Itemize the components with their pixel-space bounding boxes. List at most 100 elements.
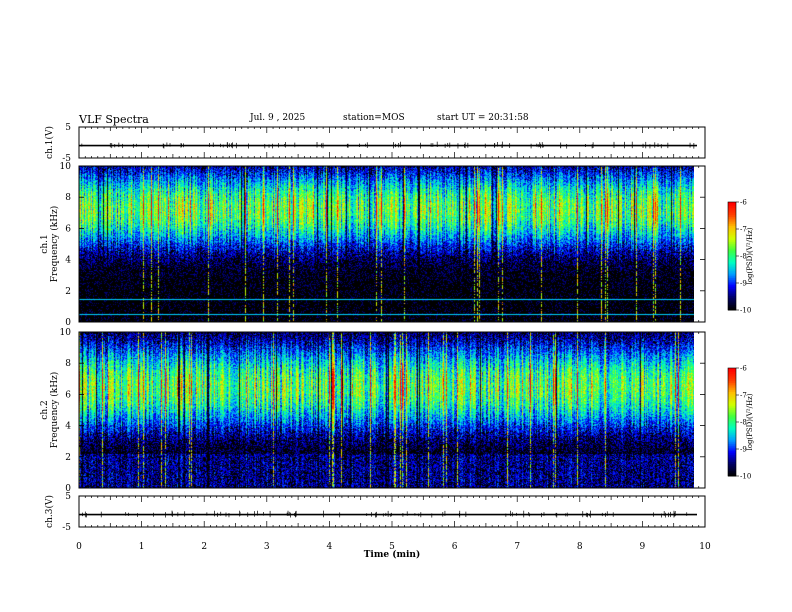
y-axis-label: ch.3(V) [44, 495, 55, 528]
colorbar-segment [728, 423, 736, 427]
colorbar-tick-label: -8 [740, 253, 747, 261]
y-tick-label: 8 [65, 359, 71, 369]
colorbar-segment [728, 378, 736, 382]
colorbar-segment [728, 284, 736, 288]
station-label: station=MOS [343, 113, 405, 123]
colorbar-segment [728, 243, 736, 246]
colorbar-segment [728, 292, 736, 295]
colorbar-segment [728, 212, 736, 216]
colorbar-segment [728, 384, 736, 387]
colorbar-segment [728, 275, 736, 279]
y-tick-label: 5 [65, 123, 71, 133]
colorbar-segment [728, 427, 736, 430]
channel-label: ch.2 [40, 400, 50, 419]
colorbar-segment [728, 257, 736, 261]
colorbar-segment [728, 268, 736, 271]
colorbar-segment [728, 371, 736, 374]
colorbar-segment [728, 301, 736, 304]
colorbar-segment [728, 387, 736, 391]
channel-label: ch.1 [40, 234, 50, 253]
colorbar-segment [728, 214, 736, 217]
colorbar-segment [728, 443, 736, 446]
y-axis-label: ch.1(V) [44, 126, 55, 159]
colorbar-label: log(PSD)(V²/Hz) [746, 393, 754, 450]
colorbar-segment [728, 247, 736, 250]
colorbar-tick-label: -10 [740, 473, 751, 481]
colorbar-segment [728, 420, 736, 423]
colorbar-segment [728, 416, 736, 419]
x-tick-label: 8 [577, 542, 583, 552]
colorbar-segment [728, 250, 736, 253]
colorbar-segment [728, 418, 736, 421]
colorbar-segment [728, 468, 736, 472]
colorbar-segment [728, 447, 736, 450]
colorbar-segment [728, 425, 736, 428]
y-tick-label: -5 [62, 523, 71, 533]
spectrogram-ch2 [79, 332, 694, 488]
colorbar-segment [728, 441, 736, 445]
colorbar-segment [728, 470, 736, 473]
colorbar-segment [728, 434, 736, 437]
colorbar-segment [728, 297, 736, 300]
colorbar-segment [728, 395, 736, 398]
colorbar-segment [728, 281, 736, 284]
colorbar-tick-label: -6 [740, 365, 747, 373]
colorbar-segment [728, 436, 736, 439]
colorbar-tick-label: -10 [740, 307, 751, 315]
colorbar-segment [728, 429, 736, 432]
colorbar-segment [728, 382, 736, 385]
colorbar-segment [728, 438, 736, 441]
colorbar-segment [728, 465, 736, 468]
chart-title: VLF Spectra [79, 113, 149, 126]
colorbar-segment [728, 302, 736, 306]
colorbar-segment [728, 452, 736, 455]
colorbar-tick-label: -6 [740, 199, 747, 207]
colorbar-segment [728, 463, 736, 466]
colorbar-segment [728, 456, 736, 459]
colorbar-segment [728, 229, 736, 232]
colorbar-segment [728, 218, 736, 221]
colorbar-segment [728, 459, 736, 463]
y-tick-label: 6 [65, 390, 71, 400]
colorbar-segment [728, 440, 736, 443]
y-axis-label: Frequency (kHz) [49, 206, 60, 283]
colorbar-segment [728, 422, 736, 425]
colorbar-label: log(PSD)(V²/Hz) [746, 227, 754, 284]
colorbar-segment [728, 299, 736, 302]
colorbar-segment [728, 396, 736, 400]
colorbar-segment [728, 252, 736, 255]
colorbar-segment [728, 308, 736, 311]
colorbar-segment [728, 265, 736, 268]
colorbar-segment [728, 377, 736, 380]
y-tick-label: 10 [60, 162, 72, 172]
x-tick-label: 1 [139, 542, 145, 552]
colorbar-segment [728, 454, 736, 457]
y-tick-label: 6 [65, 224, 71, 234]
colorbar-segment [728, 279, 736, 282]
x-tick-label: 3 [264, 542, 270, 552]
y-tick-label: -5 [62, 154, 71, 164]
colorbar-segment [728, 211, 736, 214]
colorbar-segment [728, 272, 736, 275]
colorbar-segment [728, 411, 736, 414]
colorbar-segment [728, 368, 736, 371]
spectrogram-ch1 [79, 166, 694, 322]
colorbar-segment [728, 393, 736, 396]
colorbar-segment [728, 207, 736, 210]
y-tick-label: 0 [65, 318, 71, 328]
colorbar-segment [728, 277, 736, 280]
colorbar-segment [728, 295, 736, 298]
x-tick-label: 0 [76, 542, 82, 552]
colorbar-segment [728, 227, 736, 230]
colorbar-segment [728, 220, 736, 223]
colorbar-segment [728, 256, 736, 259]
colorbar-segment [728, 398, 736, 401]
x-tick-label: 5 [389, 542, 395, 552]
colorbar-segment [728, 274, 736, 277]
y-tick-label: 2 [65, 287, 71, 297]
colorbar-segment [728, 209, 736, 212]
colorbar-segment [728, 407, 736, 410]
colorbar-segment [728, 306, 736, 309]
colorbar-tick-label: -7 [740, 226, 747, 234]
